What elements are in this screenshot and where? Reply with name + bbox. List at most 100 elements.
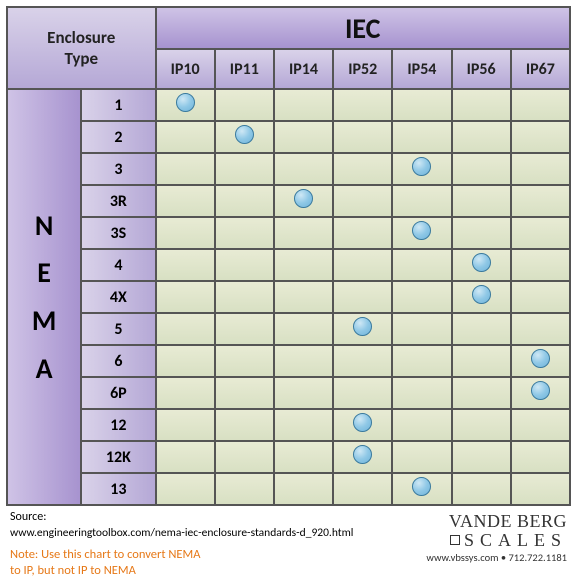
cell-4x-ip54 bbox=[392, 281, 451, 313]
row-label-3: 3 bbox=[81, 153, 155, 185]
cell-3-ip10 bbox=[156, 153, 215, 185]
row-label-6: 6 bbox=[81, 345, 155, 377]
row-label-1: 1 bbox=[81, 89, 155, 121]
cell-12k-ip14 bbox=[274, 441, 333, 473]
cell-1-ip11 bbox=[215, 89, 274, 121]
cell-6p-ip52 bbox=[333, 377, 392, 409]
cell-1-ip56 bbox=[452, 89, 511, 121]
cell-5-ip10 bbox=[156, 313, 215, 345]
cell-13-ip14 bbox=[274, 473, 333, 505]
dot-icon bbox=[412, 477, 431, 496]
cell-5-ip11 bbox=[215, 313, 274, 345]
cell-4-ip56 bbox=[452, 249, 511, 281]
cell-3-ip11 bbox=[215, 153, 274, 185]
cell-3s-ip10 bbox=[156, 217, 215, 249]
cell-4x-ip14 bbox=[274, 281, 333, 313]
cell-1-ip10 bbox=[156, 89, 215, 121]
cell-12-ip11 bbox=[215, 409, 274, 441]
note-line-1: Note: Use this chart to convert NEMA bbox=[10, 547, 353, 563]
row-label-3r: 3R bbox=[81, 185, 155, 217]
row-label-4x: 4X bbox=[81, 281, 155, 313]
cell-4x-ip52 bbox=[333, 281, 392, 313]
row-label-4: 4 bbox=[81, 249, 155, 281]
cell-3r-ip67 bbox=[511, 185, 570, 217]
cell-6-ip67 bbox=[511, 345, 570, 377]
cell-3r-ip14 bbox=[274, 185, 333, 217]
cell-3-ip56 bbox=[452, 153, 511, 185]
cell-2-ip10 bbox=[156, 121, 215, 153]
cell-3-ip52 bbox=[333, 153, 392, 185]
cell-4-ip67 bbox=[511, 249, 570, 281]
cell-12-ip10 bbox=[156, 409, 215, 441]
cell-13-ip54 bbox=[392, 473, 451, 505]
dot-icon bbox=[176, 93, 195, 112]
cell-1-ip14 bbox=[274, 89, 333, 121]
cell-2-ip56 bbox=[452, 121, 511, 153]
cell-3-ip14 bbox=[274, 153, 333, 185]
cell-3s-ip54 bbox=[392, 217, 451, 249]
cell-2-ip52 bbox=[333, 121, 392, 153]
logo-top: VANDE BERG bbox=[426, 512, 567, 530]
footer: Source: www.engineeringtoolbox.com/nema-… bbox=[6, 506, 571, 579]
cell-4x-ip11 bbox=[215, 281, 274, 313]
dot-icon bbox=[412, 221, 431, 240]
side-nema: NEMA bbox=[7, 89, 81, 505]
cell-12k-ip54 bbox=[392, 441, 451, 473]
cell-4-ip52 bbox=[333, 249, 392, 281]
cell-6p-ip11 bbox=[215, 377, 274, 409]
cell-13-ip67 bbox=[511, 473, 570, 505]
row-label-12k: 12K bbox=[81, 441, 155, 473]
cell-3r-ip10 bbox=[156, 185, 215, 217]
logo-mid: SCALES bbox=[426, 531, 567, 549]
cell-12k-ip11 bbox=[215, 441, 274, 473]
cell-6-ip54 bbox=[392, 345, 451, 377]
cell-5-ip56 bbox=[452, 313, 511, 345]
cell-12-ip56 bbox=[452, 409, 511, 441]
header-iec: IEC bbox=[156, 7, 571, 49]
logo: VANDE BERG SCALES www.vbssys.com • 712.7… bbox=[426, 510, 567, 564]
cell-3r-ip52 bbox=[333, 185, 392, 217]
row-label-2: 2 bbox=[81, 121, 155, 153]
dot-icon bbox=[235, 125, 254, 144]
dot-icon bbox=[353, 413, 372, 432]
cell-12k-ip67 bbox=[511, 441, 570, 473]
header-ip-ip67: IP67 bbox=[511, 49, 570, 89]
cell-6p-ip14 bbox=[274, 377, 333, 409]
cell-6-ip52 bbox=[333, 345, 392, 377]
cell-3r-ip11 bbox=[215, 185, 274, 217]
cell-6-ip14 bbox=[274, 345, 333, 377]
header-corner: EnclosureType bbox=[7, 7, 156, 89]
cell-6-ip10 bbox=[156, 345, 215, 377]
row-label-13: 13 bbox=[81, 473, 155, 505]
cell-1-ip52 bbox=[333, 89, 392, 121]
header-ip-ip14: IP14 bbox=[274, 49, 333, 89]
dot-icon bbox=[353, 445, 372, 464]
cell-4-ip11 bbox=[215, 249, 274, 281]
cell-6p-ip54 bbox=[392, 377, 451, 409]
cell-6-ip11 bbox=[215, 345, 274, 377]
dot-icon bbox=[294, 189, 313, 208]
cell-4x-ip67 bbox=[511, 281, 570, 313]
cell-3s-ip11 bbox=[215, 217, 274, 249]
cell-12-ip14 bbox=[274, 409, 333, 441]
dot-icon bbox=[472, 253, 491, 272]
cell-3r-ip54 bbox=[392, 185, 451, 217]
cell-13-ip52 bbox=[333, 473, 392, 505]
source-url: www.engineeringtoolbox.com/nema-iec-encl… bbox=[10, 526, 353, 541]
cell-4x-ip10 bbox=[156, 281, 215, 313]
cell-2-ip14 bbox=[274, 121, 333, 153]
header-ip-ip56: IP56 bbox=[452, 49, 511, 89]
cell-3s-ip14 bbox=[274, 217, 333, 249]
cell-6p-ip56 bbox=[452, 377, 511, 409]
cell-5-ip14 bbox=[274, 313, 333, 345]
cell-6p-ip10 bbox=[156, 377, 215, 409]
cell-5-ip54 bbox=[392, 313, 451, 345]
cell-3s-ip67 bbox=[511, 217, 570, 249]
cell-5-ip52 bbox=[333, 313, 392, 345]
row-label-12: 12 bbox=[81, 409, 155, 441]
cell-2-ip67 bbox=[511, 121, 570, 153]
cell-3-ip54 bbox=[392, 153, 451, 185]
cell-3s-ip56 bbox=[452, 217, 511, 249]
cell-3r-ip56 bbox=[452, 185, 511, 217]
cell-2-ip11 bbox=[215, 121, 274, 153]
